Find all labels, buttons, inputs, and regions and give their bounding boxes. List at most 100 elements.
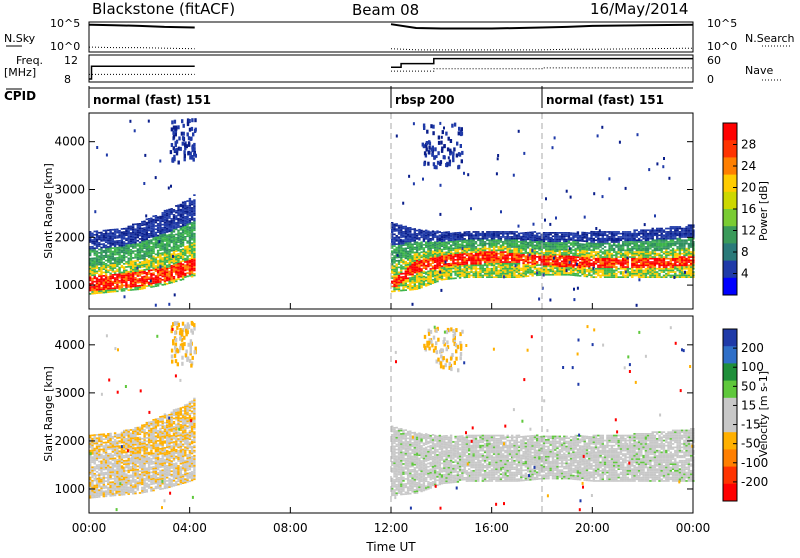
power-cell (656, 260, 658, 262)
power-cell (663, 270, 665, 272)
power-cell (96, 267, 98, 269)
power-cell (658, 234, 660, 236)
power-cell (608, 265, 610, 267)
power-cell (649, 238, 651, 240)
power-cell (624, 258, 626, 260)
power-cell (550, 271, 552, 273)
power-cell (559, 252, 561, 254)
power-cell (615, 270, 617, 272)
power-cell (143, 262, 145, 264)
power-cell (171, 222, 173, 224)
power-cell (96, 232, 98, 234)
power-cell (556, 272, 558, 274)
power-cell (427, 237, 429, 239)
power-cell (193, 239, 195, 241)
freq-unit: [MHz] (4, 66, 36, 79)
power-cell (146, 275, 148, 277)
power-cell (581, 259, 583, 261)
power-cell (148, 270, 150, 272)
power-cell (595, 258, 597, 260)
power-cell (173, 221, 175, 223)
power-cell (661, 234, 663, 236)
power-cell (171, 272, 173, 274)
power-cell (495, 239, 497, 241)
power-cell (656, 243, 658, 245)
power-cell (112, 281, 114, 283)
power-cell (139, 225, 141, 227)
power-cell (420, 287, 422, 289)
power-cell (667, 248, 669, 250)
power-cell (468, 246, 470, 248)
power-cell (100, 258, 102, 260)
power-cell (559, 271, 561, 273)
power-cell (186, 245, 188, 247)
power-cell (409, 235, 411, 237)
power-cell (420, 263, 422, 265)
power-cell (577, 275, 579, 277)
power-cell (191, 274, 193, 276)
power-cell (436, 242, 438, 244)
power-cell (570, 269, 572, 271)
power-cell (624, 243, 626, 245)
power-cell (143, 247, 145, 249)
power-cell (504, 258, 506, 260)
power-cell (584, 272, 586, 274)
power-cell (157, 278, 159, 280)
power-cell (130, 269, 132, 271)
power-cell (661, 255, 663, 257)
power-cell (622, 275, 624, 277)
power-cell (193, 229, 195, 231)
power-cell (468, 239, 470, 241)
power-cell (157, 225, 159, 227)
power-cell (577, 268, 579, 270)
power-cell (155, 257, 157, 259)
power-cell (642, 276, 644, 278)
power-cell (441, 254, 443, 256)
power-cell (103, 245, 105, 247)
power-cell (100, 274, 102, 276)
power-cell (112, 289, 114, 291)
power-cell (162, 254, 164, 256)
power-cell (182, 208, 184, 210)
power-cell (529, 273, 531, 275)
power-cell (622, 248, 624, 250)
power-cell (572, 254, 574, 256)
power-cell (561, 256, 563, 258)
power-cell (123, 260, 125, 262)
power-cell (171, 223, 173, 225)
power-cell (470, 241, 472, 243)
power-cell (545, 254, 547, 256)
power-cell (436, 259, 438, 261)
power-cell (141, 234, 143, 236)
power-cell (164, 247, 166, 249)
power-cell (633, 258, 635, 260)
power-cell (649, 241, 651, 243)
power-cell (164, 215, 166, 217)
power-cell (152, 247, 154, 249)
power-cell (624, 234, 626, 236)
power-cell (182, 253, 184, 255)
power-cell (180, 217, 182, 219)
power-cell (434, 235, 436, 237)
power-cell (405, 248, 407, 250)
power-cell (606, 239, 608, 241)
power-cell (423, 266, 425, 268)
power-cell (400, 271, 402, 273)
power-cell (482, 255, 484, 257)
power-cell (606, 263, 608, 265)
power-cell (132, 257, 134, 259)
power-cell (159, 273, 161, 275)
power-cell (182, 257, 184, 259)
power-cell (166, 270, 168, 272)
power-cell (615, 238, 617, 240)
power-cell (430, 241, 432, 243)
power-cell (450, 249, 452, 251)
power-cell (143, 237, 145, 239)
power-cell (509, 275, 511, 277)
power-cell (552, 274, 554, 276)
power-cell (445, 236, 447, 238)
power-cell (109, 276, 111, 278)
power-cell (162, 267, 164, 269)
power-cell (148, 263, 150, 265)
power-cell (114, 277, 116, 279)
